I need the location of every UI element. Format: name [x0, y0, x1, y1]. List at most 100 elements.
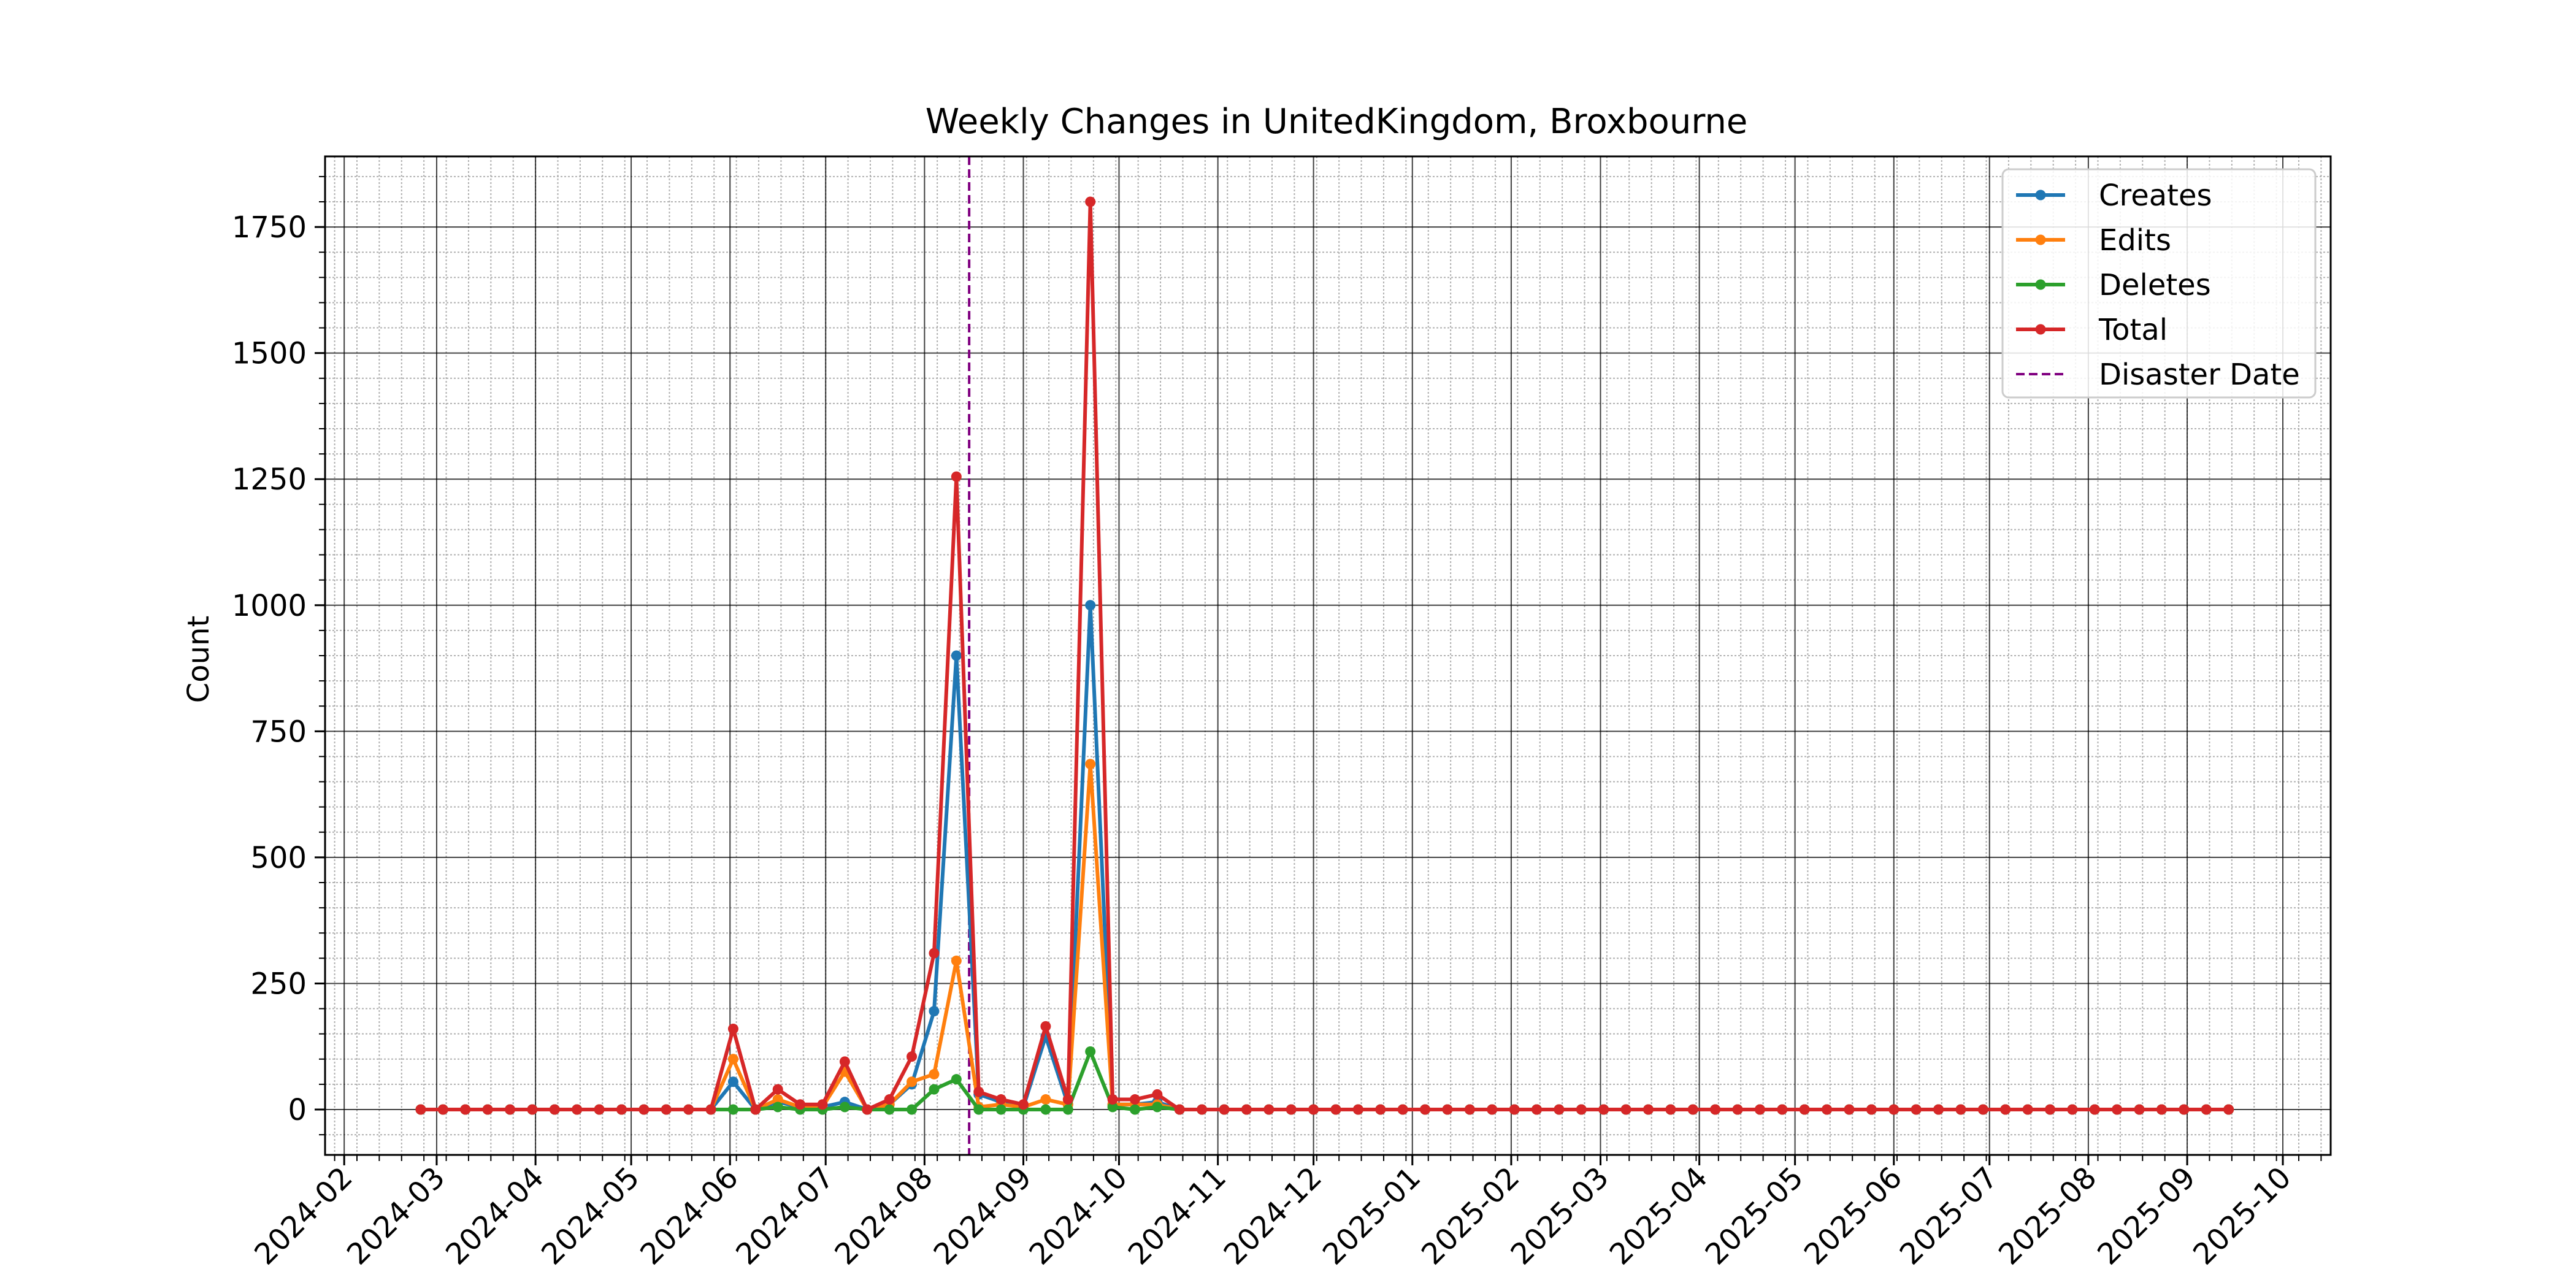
- data-point-total: [1911, 1104, 1922, 1115]
- data-point-total: [2000, 1104, 2011, 1115]
- legend-item-creates: Creates: [2016, 178, 2212, 213]
- plot-frame: [324, 155, 2332, 1156]
- data-point-total: [1955, 1104, 1966, 1115]
- data-point-total: [1866, 1104, 1877, 1115]
- y-axis-label: Count: [182, 616, 216, 703]
- y-tick-label: 1500: [232, 337, 307, 371]
- y-tick-label: 250: [250, 967, 307, 1001]
- legend-label: Deletes: [2099, 268, 2211, 302]
- data-point-total: [2112, 1104, 2123, 1115]
- data-point-deletes: [929, 1084, 940, 1095]
- data-point-total: [705, 1104, 716, 1115]
- data-point-total: [2045, 1104, 2056, 1115]
- data-point-total: [2134, 1104, 2145, 1115]
- data-point-deletes: [1152, 1102, 1163, 1113]
- y-tick-label: 1250: [232, 462, 307, 497]
- y-tick-label: 1750: [232, 210, 307, 245]
- data-point-total: [929, 948, 940, 959]
- data-point-edits: [907, 1076, 918, 1087]
- data-point-total: [1241, 1104, 1252, 1115]
- data-point-total: [2156, 1104, 2167, 1115]
- data-point-total: [1933, 1104, 1944, 1115]
- data-point-total: [572, 1104, 583, 1115]
- data-point-total: [1286, 1104, 1297, 1115]
- data-point-total: [1576, 1104, 1587, 1115]
- data-point-total: [1732, 1104, 1743, 1115]
- data-point-edits: [727, 1054, 738, 1065]
- data-point-total: [2089, 1104, 2100, 1115]
- data-point-total: [616, 1104, 627, 1115]
- data-point-total: [437, 1104, 448, 1115]
- legend-box: [2001, 168, 2317, 399]
- minor-grid: [325, 156, 2331, 1155]
- data-point-total: [1844, 1104, 1855, 1115]
- data-point-deletes: [772, 1102, 783, 1113]
- legend-item-disaster-date: Disaster Date: [2016, 358, 2300, 392]
- data-point-total: [884, 1094, 895, 1105]
- data-point-total: [505, 1104, 516, 1115]
- data-point-total: [1308, 1104, 1319, 1115]
- data-point-total: [1754, 1104, 1765, 1115]
- data-point-total: [1531, 1104, 1543, 1115]
- legend-item-total: Total: [2016, 313, 2168, 347]
- data-point-total: [638, 1104, 650, 1115]
- data-point-total: [1129, 1094, 1140, 1105]
- data-point-total: [1152, 1089, 1163, 1100]
- legend-marker: [2035, 279, 2046, 290]
- data-point-total: [2201, 1104, 2212, 1115]
- data-point-deletes: [1062, 1104, 1073, 1115]
- data-point-edits: [929, 1068, 940, 1079]
- data-point-total: [1397, 1104, 1408, 1115]
- data-point-deletes: [951, 1074, 962, 1085]
- data-point-total: [549, 1104, 560, 1115]
- data-point-total: [2223, 1104, 2234, 1115]
- chart-title: Weekly Changes in UnitedKingdom, Broxbou…: [926, 102, 1748, 142]
- data-point-total: [1375, 1104, 1386, 1115]
- legend-item-edits: Edits: [2016, 223, 2171, 258]
- data-point-total: [1040, 1021, 1051, 1032]
- legend-label: Edits: [2099, 223, 2171, 258]
- data-point-total: [907, 1051, 918, 1062]
- data-point-total: [1085, 196, 1096, 207]
- legend-label: Total: [2098, 313, 2168, 347]
- data-point-total: [1977, 1104, 1988, 1115]
- data-point-total: [2067, 1104, 2078, 1115]
- data-point-deletes: [884, 1104, 895, 1115]
- data-point-total: [1822, 1104, 1833, 1115]
- data-point-total: [995, 1094, 1006, 1105]
- data-point-creates: [951, 650, 962, 661]
- data-point-total: [1509, 1104, 1520, 1115]
- data-point-total: [1598, 1104, 1609, 1115]
- data-point-edits: [951, 955, 962, 966]
- series-total: [415, 196, 2234, 1115]
- data-point-total: [1888, 1104, 1899, 1115]
- y-tick-label: 0: [288, 1093, 307, 1127]
- y-tick-label: 1000: [232, 589, 307, 623]
- data-point-total: [683, 1104, 694, 1115]
- data-point-total: [1219, 1104, 1230, 1115]
- data-point-total: [817, 1099, 828, 1110]
- legend-marker: [2035, 324, 2046, 335]
- data-point-total: [1420, 1104, 1431, 1115]
- data-point-total: [1330, 1104, 1341, 1115]
- data-point-total: [1263, 1104, 1275, 1115]
- data-point-total: [1554, 1104, 1565, 1115]
- data-point-total: [1799, 1104, 1810, 1115]
- data-point-total: [1464, 1104, 1475, 1115]
- data-point-total: [2179, 1104, 2190, 1115]
- legend-marker: [2035, 234, 2046, 245]
- data-point-total: [795, 1099, 806, 1110]
- data-point-total: [1107, 1094, 1118, 1105]
- data-point-edits: [1040, 1094, 1051, 1105]
- legend-marker: [2035, 190, 2046, 201]
- data-point-total: [1687, 1104, 1698, 1115]
- data-point-deletes: [1107, 1102, 1118, 1113]
- data-point-deletes: [973, 1104, 984, 1115]
- legend-label: Creates: [2099, 178, 2212, 213]
- data-point-total: [772, 1084, 783, 1095]
- data-point-total: [594, 1104, 605, 1115]
- data-point-creates: [929, 1006, 940, 1017]
- data-point-deletes: [907, 1104, 918, 1115]
- data-point-total: [415, 1104, 426, 1115]
